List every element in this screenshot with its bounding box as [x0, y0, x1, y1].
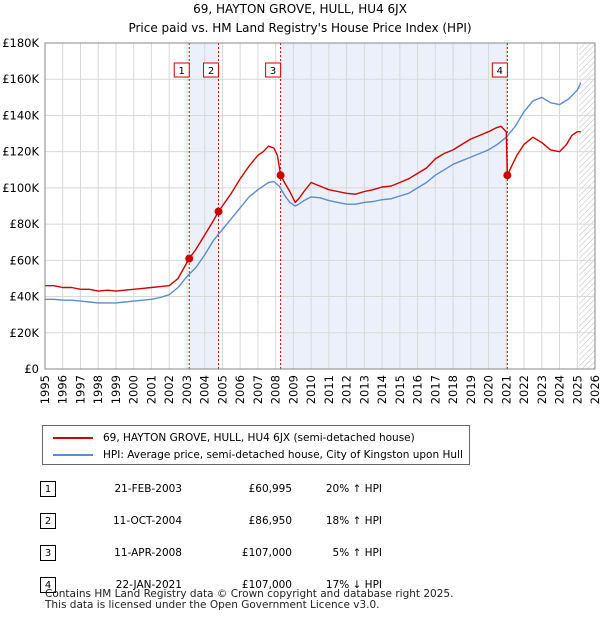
x-tick-label: 2004 — [198, 375, 212, 404]
sale-number-badge: 3 — [40, 545, 56, 561]
sale-label-text: 2 — [208, 66, 214, 77]
y-tick-label: £180K — [2, 36, 39, 50]
footer-line-copyright: Contains HM Land Registry data © Crown c… — [45, 588, 454, 600]
x-tick-label: 2007 — [251, 375, 265, 404]
x-tick-label: 2021 — [499, 375, 513, 404]
x-tick-label: 2022 — [517, 375, 531, 404]
sale-number-badge: 2 — [40, 513, 56, 529]
footer-line-licence: This data is licensed under the Open Gov… — [45, 599, 380, 611]
x-tick-label: 2013 — [357, 375, 371, 404]
x-tick-label: 2000 — [127, 375, 141, 404]
y-tick-label: £60K — [10, 253, 40, 267]
ownership-shade — [189, 43, 219, 369]
y-tick-label: £20K — [10, 326, 40, 340]
table-row: 2 11-OCT-2004 £86,950 18% ↑ HPI — [40, 505, 382, 537]
x-tick-label: 2025 — [570, 375, 584, 404]
x-tick-label: 2020 — [482, 375, 496, 404]
sale-date: 11-OCT-2004 — [113, 515, 182, 527]
sale-label-text: 1 — [179, 66, 185, 77]
sale-price: £86,950 — [248, 515, 292, 527]
chart-legend: 69, HAYTON GROVE, HULL, HU4 6JX (semi-de… — [42, 425, 470, 465]
sale-number-badge: 1 — [40, 481, 56, 497]
sale-label-box — [491, 62, 508, 78]
sale-label-text: 4 — [497, 66, 503, 77]
sale-point — [214, 207, 223, 216]
sale-price: £107,000 — [241, 547, 292, 559]
x-tick-label: 2026 — [588, 375, 600, 404]
legend-item-price-paid: 69, HAYTON GROVE, HULL, HU4 6JX (semi-de… — [53, 430, 415, 446]
y-tick-label: £0 — [24, 362, 39, 376]
x-tick-label: 2010 — [304, 375, 318, 404]
y-tick-label: £140K — [2, 108, 39, 122]
sales-table: 1 21-FEB-2003 £60,995 20% ↑ HPI 2 11-OCT… — [40, 473, 382, 601]
sale-label-box — [265, 62, 282, 78]
sale-point — [276, 171, 285, 180]
x-tick-label: 2008 — [269, 375, 283, 404]
y-tick-label: £80K — [10, 217, 40, 231]
sale-label-box — [173, 62, 190, 78]
sale-number-badge: 4 — [40, 577, 56, 593]
table-row: 4 22-JAN-2021 £107,000 17% ↓ HPI — [40, 569, 382, 601]
x-tick-label: 2024 — [553, 375, 567, 404]
x-tick-label: 2019 — [464, 375, 478, 404]
x-tick-label: 2005 — [215, 375, 229, 404]
y-tick-label: £160K — [2, 72, 39, 86]
x-tick-label: 2009 — [286, 375, 300, 404]
x-tick-label: 2018 — [446, 375, 460, 404]
sale-hpi-diff: 18% ↑ HPI — [325, 515, 382, 527]
x-tick-label: 2017 — [428, 375, 442, 404]
sale-price: £107,000 — [241, 579, 292, 591]
sale-hpi-diff: 20% ↑ HPI — [325, 483, 382, 495]
x-tick-label: 2002 — [162, 375, 176, 404]
sale-point — [503, 171, 512, 180]
sale-point — [185, 254, 194, 263]
legend-label-price-paid: 69, HAYTON GROVE, HULL, HU4 6JX (semi-de… — [103, 432, 415, 444]
y-tick-label: £40K — [10, 290, 40, 304]
footer-attribution: Contains HM Land Registry data © Crown c… — [45, 589, 453, 611]
x-tick-label: 2006 — [233, 375, 247, 404]
sale-date: 11-APR-2008 — [114, 547, 182, 559]
x-tick-label: 2014 — [375, 375, 389, 404]
sale-label-box — [203, 62, 220, 78]
sale-hpi-diff: 5% ↑ HPI — [332, 547, 382, 559]
chart-title: 69, HAYTON GROVE, HULL, HU4 6JX — [193, 2, 407, 16]
x-tick-label: 1996 — [56, 375, 70, 404]
x-tick-label: 1998 — [91, 375, 105, 404]
series-line-price-paid — [45, 125, 581, 292]
forecast-region — [579, 43, 595, 369]
legend-swatch-red — [53, 437, 93, 439]
x-tick-label: 2015 — [393, 375, 407, 404]
plot-frame — [44, 42, 596, 370]
y-tick-label: £120K — [2, 145, 39, 159]
table-row: 1 21-FEB-2003 £60,995 20% ↑ HPI — [40, 473, 382, 505]
chart-subtitle: Price paid vs. HM Land Registry's House … — [128, 21, 471, 35]
y-tick-label: £100K — [2, 181, 39, 195]
sale-label-text: 3 — [270, 66, 276, 77]
ownership-shade — [280, 43, 508, 369]
table-row: 3 11-APR-2008 £107,000 5% ↑ HPI — [40, 537, 382, 569]
x-tick-label: 2003 — [180, 375, 194, 404]
x-tick-label: 1995 — [38, 375, 52, 404]
legend-swatch-blue — [53, 454, 93, 456]
sale-price: £60,995 — [248, 483, 292, 495]
legend-item-hpi: HPI: Average price, semi-detached house,… — [53, 447, 463, 463]
x-tick-label: 1999 — [109, 375, 123, 404]
legend-label-hpi: HPI: Average price, semi-detached house,… — [103, 449, 463, 461]
sale-hpi-diff: 17% ↓ HPI — [325, 579, 382, 591]
price-chart: 69, HAYTON GROVE, HULL, HU4 6JX Price pa… — [2, 2, 600, 404]
x-tick-label: 2023 — [535, 375, 549, 404]
x-tick-label: 1997 — [73, 375, 87, 404]
sale-date: 22-JAN-2021 — [115, 579, 182, 591]
x-tick-label: 2001 — [144, 375, 158, 404]
x-tick-label: 2016 — [411, 375, 425, 404]
series-line-hpi — [45, 82, 582, 304]
x-tick-label: 2012 — [340, 375, 354, 404]
sale-date: 21-FEB-2003 — [114, 483, 182, 495]
x-tick-label: 2011 — [322, 375, 336, 404]
